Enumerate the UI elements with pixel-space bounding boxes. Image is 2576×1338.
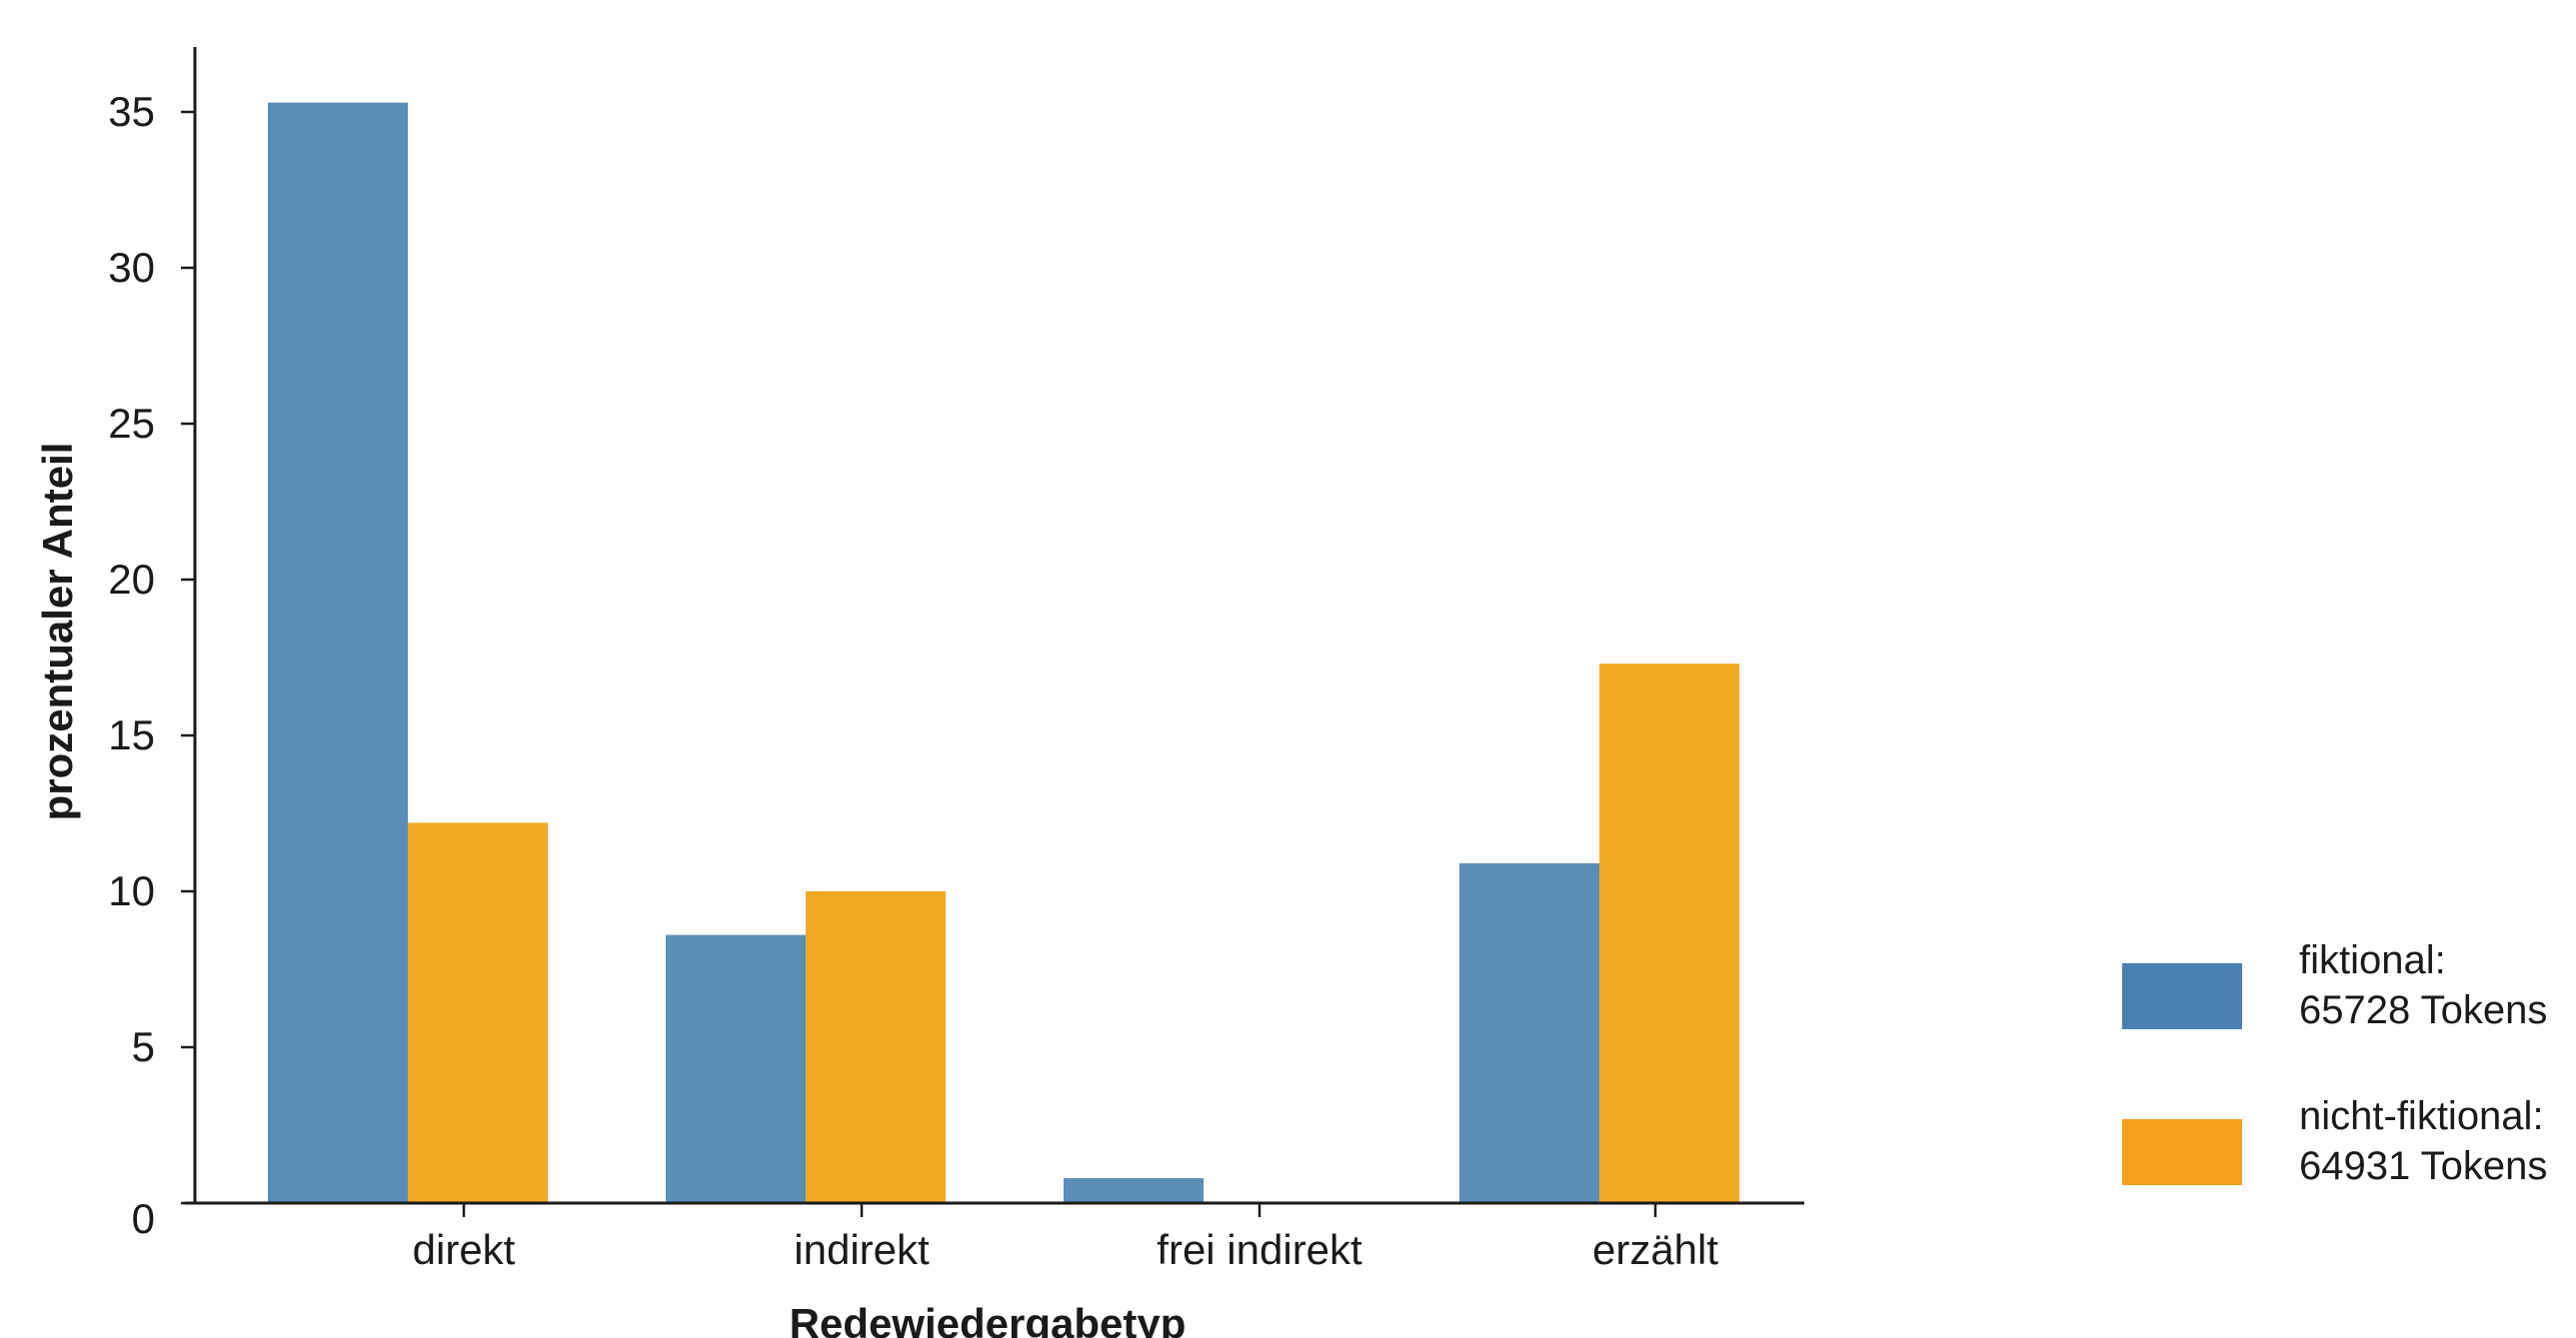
x-tick-label: indirekt (794, 1226, 930, 1273)
y-tick-label: 15 (108, 711, 155, 758)
x-tick-label: direkt (413, 1226, 516, 1273)
y-tick-label: 30 (108, 244, 155, 291)
y-axis-title: prozentualer Anteil (34, 443, 81, 821)
bars (268, 102, 1739, 1203)
x-axis: direkt indirekt frei indirekt erzählt (185, 1201, 1804, 1273)
y-tick-label: 35 (108, 88, 155, 135)
legend-label-1: 64931 Tokens (2299, 1144, 2547, 1188)
legend-label-0: 65728 Tokens (2299, 988, 2547, 1032)
legend-swatch-0 (2122, 963, 2242, 1029)
legend-swatch-1 (2122, 1119, 2242, 1185)
legend: fiktional: 65728 Tokens nicht-fiktional: 64… (2122, 938, 2547, 1188)
y-tick-label: 0 (132, 1195, 155, 1242)
bar-s1-3 (1599, 664, 1739, 1203)
y-tick-label: 25 (108, 400, 155, 447)
bar-s1-0 (408, 822, 548, 1203)
y-tick-label: 20 (108, 556, 155, 603)
x-axis-title: Redewiedergabetyp (790, 1300, 1187, 1338)
bar-s1-1 (806, 891, 946, 1203)
bar-s0-1 (666, 934, 806, 1203)
y-tick-label: 5 (132, 1023, 155, 1070)
bar-s0-2 (1064, 1178, 1204, 1203)
y-axis: 0 5 10 15 20 25 30 35 (108, 47, 197, 1242)
bar-s0-3 (1459, 862, 1599, 1203)
bar-s0-0 (268, 102, 408, 1203)
legend-label-0: fiktional: (2299, 938, 2446, 982)
legend-label-1: nicht-fiktional: (2299, 1094, 2544, 1138)
x-tick-label: erzählt (1592, 1226, 1718, 1273)
y-tick-label: 10 (108, 867, 155, 914)
x-tick-label: frei indirekt (1157, 1226, 1362, 1273)
